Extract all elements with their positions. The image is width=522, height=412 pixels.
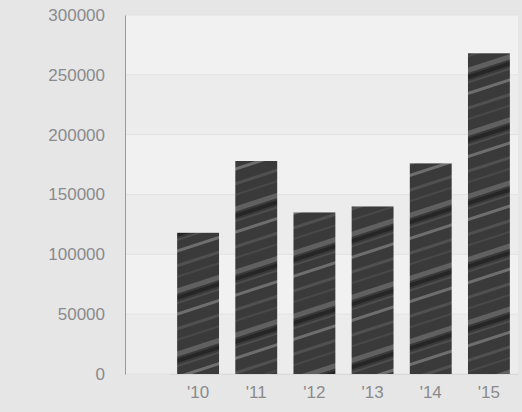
bar: [235, 161, 277, 374]
y-tick: 250000: [48, 66, 125, 85]
grid-band: [125, 75, 518, 135]
x-tick: '11: [246, 374, 267, 402]
x-tick-label: '15: [478, 383, 500, 402]
bar: [468, 53, 510, 374]
x-tick-label: '11: [246, 383, 267, 402]
x-tick: '10: [187, 374, 209, 402]
grid-band: [125, 135, 518, 195]
y-axis-line: [125, 16, 126, 375]
grid-line: [125, 134, 518, 135]
grid: [125, 15, 518, 374]
y-tick: 200000: [48, 126, 125, 145]
y-tick-label: 250000: [48, 66, 105, 85]
grid-line: [125, 15, 518, 16]
x-tick-label: '14: [420, 383, 442, 402]
y-tick-label: 200000: [48, 126, 105, 145]
x-tick: '14: [420, 374, 442, 402]
bars: [177, 53, 510, 374]
y-tick: 150000: [48, 185, 125, 204]
x-tick-label: '13: [362, 383, 384, 402]
x-tick: '12: [303, 374, 325, 402]
y-tick-label: 100000: [48, 245, 105, 264]
bar: [177, 233, 219, 374]
y-axis: 0 50000 100000 150000 200000 250000 300000: [48, 6, 125, 384]
bar: [410, 163, 452, 374]
y-tick: 50000: [58, 305, 125, 324]
y-tick: 0: [96, 365, 125, 384]
grid-band: [125, 15, 518, 75]
y-tick-label: 150000: [48, 185, 105, 204]
bar: [352, 206, 394, 374]
grid-line: [125, 74, 518, 75]
chart: 050000100000150000200000250000300000'10'…: [0, 0, 522, 412]
x-tick: '13: [362, 374, 384, 402]
bar: [293, 212, 335, 374]
y-tick-label: 0: [96, 365, 105, 384]
x-axis: '10 '11 '12 '13 '14 '15: [170, 374, 519, 402]
y-tick-label: 50000: [58, 305, 105, 324]
x-tick: '15: [478, 374, 500, 402]
x-axis-line: [170, 374, 519, 375]
x-tick-label: '12: [303, 383, 325, 402]
y-tick-label: 300000: [48, 6, 105, 25]
y-tick: 300000: [48, 6, 125, 25]
x-tick-label: '10: [187, 383, 209, 402]
y-tick: 100000: [48, 245, 125, 264]
grid-line: [125, 194, 518, 195]
